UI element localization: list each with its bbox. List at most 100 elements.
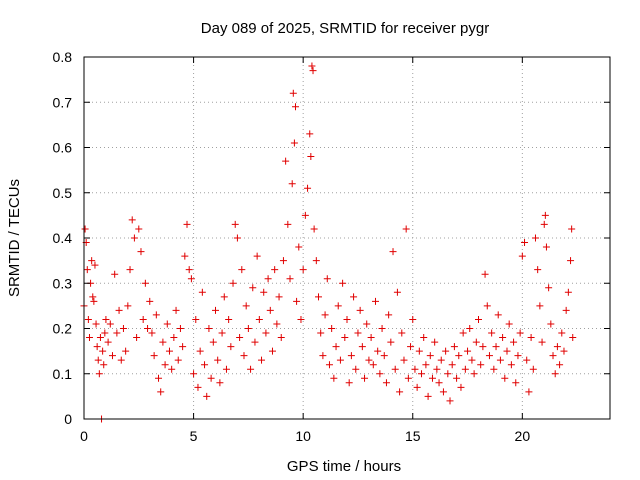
- data-point: [481, 270, 489, 278]
- data-point: [255, 315, 263, 323]
- data-point: [101, 329, 109, 337]
- data-point: [271, 266, 279, 274]
- data-point: [477, 361, 485, 369]
- data-point: [135, 225, 143, 233]
- data-point: [157, 388, 165, 396]
- data-point: [413, 383, 421, 391]
- data-point: [393, 288, 401, 296]
- data-point: [201, 361, 209, 369]
- data-point: [347, 352, 355, 360]
- data-point: [365, 356, 373, 364]
- data-point: [139, 315, 147, 323]
- data-point: [262, 329, 270, 337]
- data-point: [411, 365, 419, 373]
- data-point: [253, 252, 261, 260]
- data-point: [260, 288, 268, 296]
- data-point: [84, 315, 92, 323]
- data-point: [341, 334, 349, 342]
- data-point: [402, 225, 410, 233]
- data-point: [534, 266, 542, 274]
- data-point: [308, 62, 316, 70]
- data-point: [378, 325, 386, 332]
- data-point: [540, 220, 548, 228]
- data-point: [475, 315, 482, 323]
- data-point: [249, 284, 257, 292]
- data-point: [196, 347, 204, 355]
- data-point: [266, 306, 274, 314]
- data-point: [422, 361, 430, 369]
- y-tick-label: 0.1: [53, 366, 73, 382]
- data-point: [556, 361, 564, 369]
- data-point: [428, 374, 436, 382]
- y-tick-label: 0: [64, 411, 72, 427]
- x-tick-label: 15: [405, 428, 421, 444]
- y-tick-label: 0.3: [53, 275, 73, 291]
- data-point: [258, 356, 266, 364]
- data-point: [225, 315, 233, 323]
- data-point: [558, 329, 566, 337]
- data-point: [431, 338, 439, 346]
- data-point: [444, 370, 452, 378]
- data-point: [236, 334, 244, 342]
- data-point: [293, 297, 301, 305]
- data-point: [148, 329, 156, 337]
- data-point: [409, 315, 417, 323]
- data-point: [424, 392, 432, 400]
- data-point: [439, 388, 447, 396]
- y-tick-label: 0.2: [53, 321, 73, 337]
- data-point: [529, 365, 537, 373]
- data-point: [455, 352, 463, 360]
- data-point: [523, 356, 531, 364]
- data-point: [275, 293, 283, 301]
- data-point: [503, 347, 511, 355]
- data-point: [464, 347, 472, 355]
- data-point: [144, 325, 152, 332]
- data-point: [514, 352, 522, 360]
- data-point: [512, 379, 520, 387]
- data-point: [90, 297, 98, 305]
- data-point: [113, 329, 121, 337]
- data-point: [244, 325, 252, 332]
- data-point: [227, 343, 235, 351]
- data-point: [141, 279, 149, 287]
- data-point: [553, 343, 561, 351]
- data-point: [541, 211, 549, 219]
- data-point: [163, 320, 171, 328]
- y-tick-label: 0.6: [53, 140, 73, 156]
- data-point: [176, 325, 184, 332]
- data-point: [407, 343, 415, 351]
- data-point: [448, 361, 456, 369]
- data-point: [115, 306, 123, 314]
- data-point: [525, 388, 533, 396]
- data-point: [93, 343, 101, 351]
- data-point: [205, 325, 213, 332]
- data-point: [567, 257, 575, 265]
- x-tick-label: 10: [295, 428, 311, 444]
- data-point: [325, 361, 333, 369]
- data-point: [315, 293, 323, 301]
- data-point: [299, 266, 307, 274]
- data-point: [418, 370, 426, 378]
- data-point: [279, 257, 287, 265]
- data-point: [336, 356, 344, 364]
- data-point: [104, 338, 112, 346]
- data-point: [371, 297, 379, 305]
- data-point: [562, 306, 570, 314]
- data-point: [435, 379, 443, 387]
- data-point: [185, 266, 193, 274]
- data-point: [99, 347, 107, 355]
- data-point: [433, 365, 441, 373]
- data-point: [442, 347, 450, 355]
- data-point: [492, 343, 500, 351]
- data-point: [231, 220, 239, 228]
- x-axis-label: GPS time / hours: [287, 458, 401, 475]
- data-point: [240, 352, 248, 360]
- data-point: [96, 334, 104, 342]
- data-point: [111, 270, 119, 278]
- data-point: [330, 374, 338, 382]
- data-point: [251, 338, 259, 346]
- data-point: [361, 374, 369, 382]
- data-point: [450, 343, 458, 351]
- data-point: [212, 306, 219, 314]
- data-point: [334, 302, 342, 310]
